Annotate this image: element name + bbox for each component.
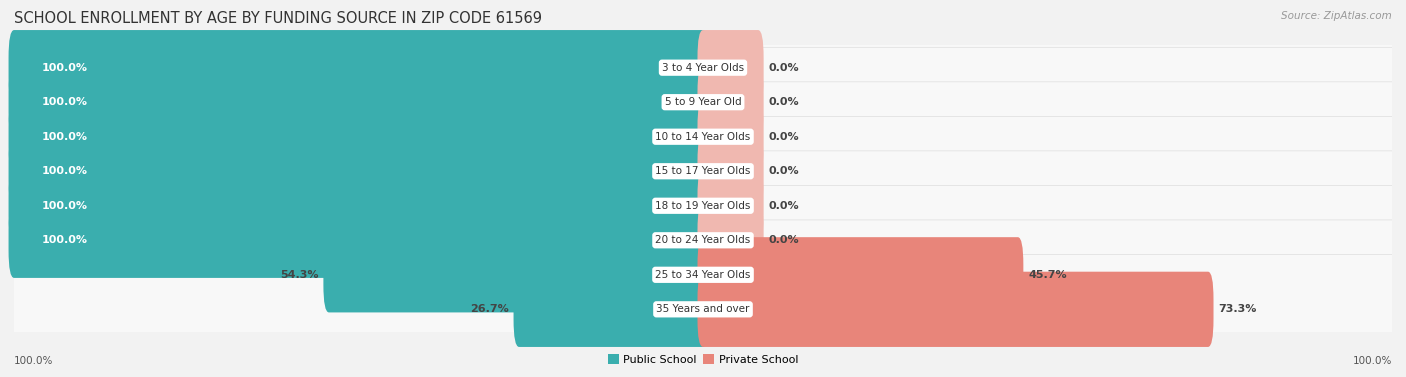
FancyBboxPatch shape — [8, 168, 709, 244]
FancyBboxPatch shape — [697, 30, 763, 105]
Text: 15 to 17 Year Olds: 15 to 17 Year Olds — [655, 166, 751, 176]
Text: 45.7%: 45.7% — [1028, 270, 1067, 280]
Text: 35 Years and over: 35 Years and over — [657, 304, 749, 314]
FancyBboxPatch shape — [697, 64, 763, 140]
FancyBboxPatch shape — [6, 47, 1400, 157]
FancyBboxPatch shape — [6, 13, 1400, 123]
FancyBboxPatch shape — [697, 237, 1024, 313]
FancyBboxPatch shape — [8, 30, 709, 105]
FancyBboxPatch shape — [8, 133, 709, 209]
Text: 100.0%: 100.0% — [42, 132, 87, 142]
Text: 0.0%: 0.0% — [769, 132, 799, 142]
Text: 26.7%: 26.7% — [470, 304, 509, 314]
Text: 100.0%: 100.0% — [42, 201, 87, 211]
Text: Source: ZipAtlas.com: Source: ZipAtlas.com — [1281, 11, 1392, 21]
Text: 10 to 14 Year Olds: 10 to 14 Year Olds — [655, 132, 751, 142]
FancyBboxPatch shape — [697, 99, 763, 174]
FancyBboxPatch shape — [8, 99, 709, 174]
Text: 0.0%: 0.0% — [769, 201, 799, 211]
Text: 3 to 4 Year Olds: 3 to 4 Year Olds — [662, 63, 744, 73]
Legend: Public School, Private School: Public School, Private School — [603, 350, 803, 369]
Text: 18 to 19 Year Olds: 18 to 19 Year Olds — [655, 201, 751, 211]
FancyBboxPatch shape — [697, 133, 763, 209]
Text: 100.0%: 100.0% — [42, 166, 87, 176]
FancyBboxPatch shape — [513, 272, 709, 347]
FancyBboxPatch shape — [8, 64, 709, 140]
FancyBboxPatch shape — [6, 185, 1400, 295]
FancyBboxPatch shape — [697, 168, 763, 244]
Text: 100.0%: 100.0% — [42, 235, 87, 245]
Text: 54.3%: 54.3% — [280, 270, 319, 280]
Text: 73.3%: 73.3% — [1219, 304, 1257, 314]
FancyBboxPatch shape — [697, 203, 763, 278]
FancyBboxPatch shape — [323, 237, 709, 313]
Text: 5 to 9 Year Old: 5 to 9 Year Old — [665, 97, 741, 107]
FancyBboxPatch shape — [6, 82, 1400, 192]
FancyBboxPatch shape — [6, 254, 1400, 364]
Text: 100.0%: 100.0% — [42, 97, 87, 107]
Text: SCHOOL ENROLLMENT BY AGE BY FUNDING SOURCE IN ZIP CODE 61569: SCHOOL ENROLLMENT BY AGE BY FUNDING SOUR… — [14, 11, 543, 26]
FancyBboxPatch shape — [6, 220, 1400, 330]
Text: 0.0%: 0.0% — [769, 63, 799, 73]
FancyBboxPatch shape — [8, 203, 709, 278]
Text: 100.0%: 100.0% — [42, 63, 87, 73]
Text: 0.0%: 0.0% — [769, 235, 799, 245]
Text: 0.0%: 0.0% — [769, 166, 799, 176]
Text: 100.0%: 100.0% — [1353, 356, 1392, 366]
FancyBboxPatch shape — [697, 272, 1213, 347]
Text: 20 to 24 Year Olds: 20 to 24 Year Olds — [655, 235, 751, 245]
FancyBboxPatch shape — [6, 116, 1400, 226]
Text: 100.0%: 100.0% — [14, 356, 53, 366]
Text: 0.0%: 0.0% — [769, 97, 799, 107]
FancyBboxPatch shape — [6, 151, 1400, 261]
Text: 25 to 34 Year Olds: 25 to 34 Year Olds — [655, 270, 751, 280]
